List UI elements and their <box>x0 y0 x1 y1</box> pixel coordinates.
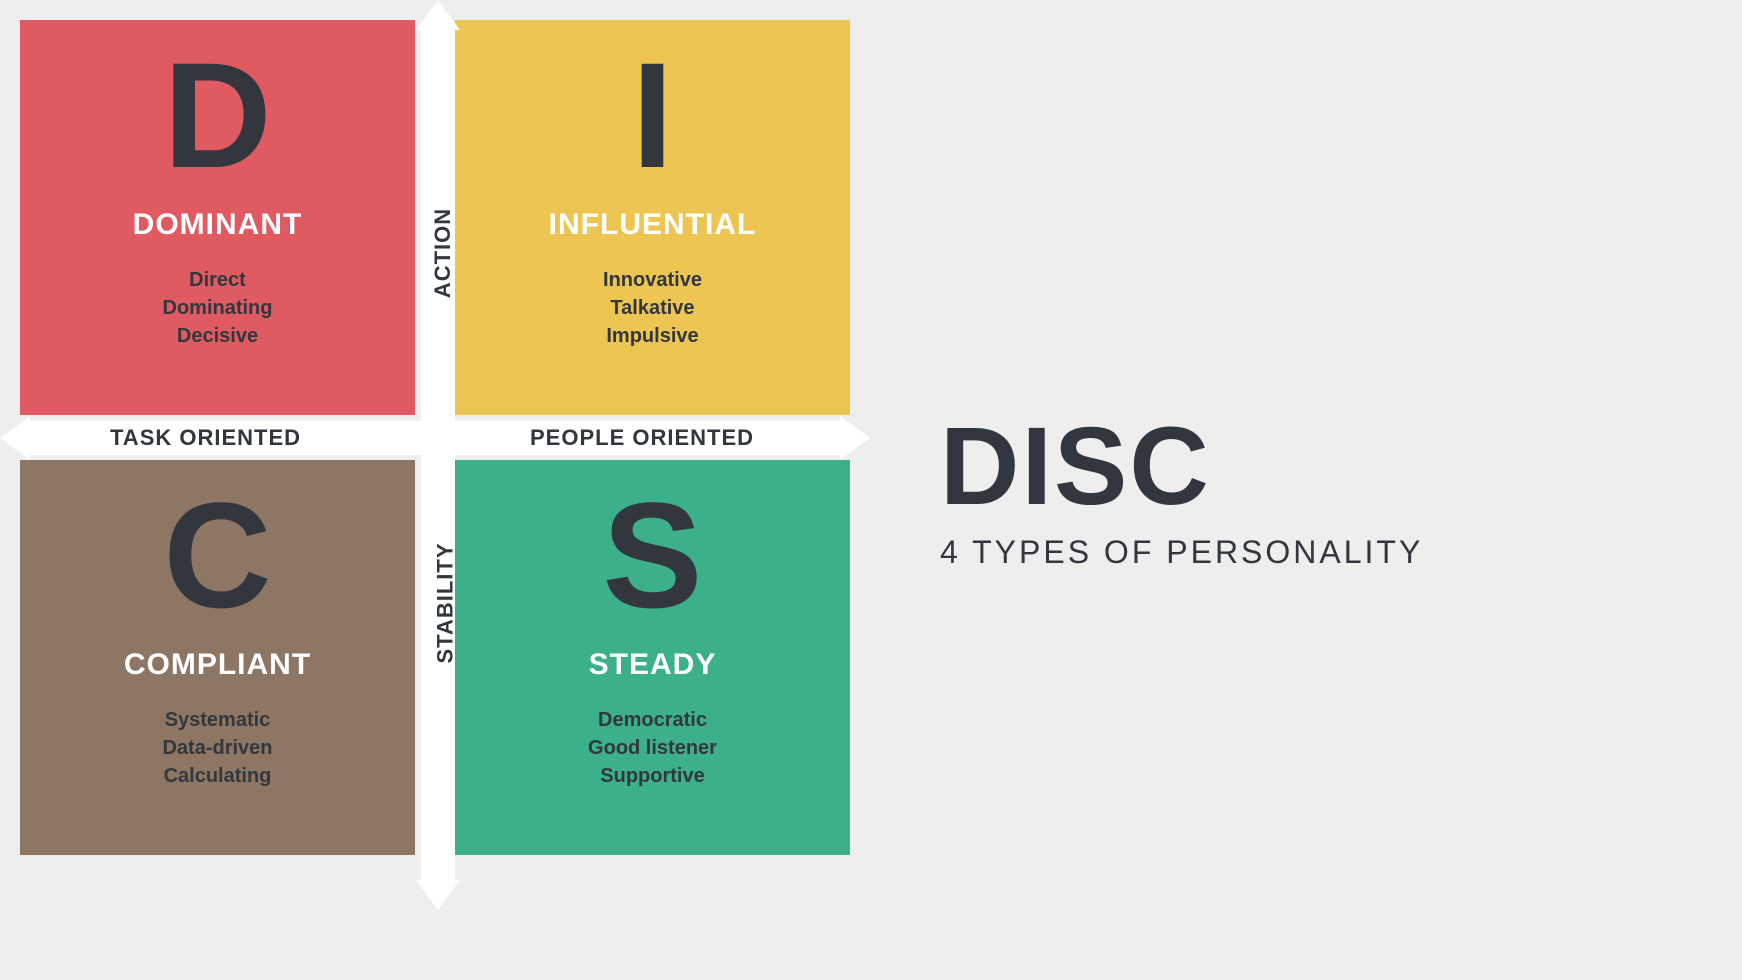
subtitle: 4 TYPES OF PERSONALITY <box>940 534 1742 571</box>
quadrant-traits: Direct Dominating Decisive <box>163 266 273 350</box>
quadrant-name: STEADY <box>589 648 717 682</box>
axis-label-right: PEOPLE ORIENTED <box>530 425 754 451</box>
trait: Innovative <box>603 266 702 294</box>
quadrant-letter: C <box>163 480 271 630</box>
arrow-up-icon <box>416 0 460 30</box>
trait: Decisive <box>163 322 273 350</box>
quadrant-letter: D <box>163 40 271 190</box>
trait: Supportive <box>588 762 717 790</box>
main-title: DISC <box>940 409 1742 525</box>
arrow-left-icon <box>0 416 30 460</box>
disc-quadrant-diagram: D DOMINANT Direct Dominating Decisive I … <box>0 0 870 980</box>
quadrant-letter: I <box>632 40 674 190</box>
trait: Direct <box>163 266 273 294</box>
axis-bar <box>421 30 455 880</box>
quadrant-traits: Innovative Talkative Impulsive <box>603 266 702 350</box>
trait: Impulsive <box>603 322 702 350</box>
arrow-down-icon <box>416 880 460 910</box>
trait: Good listener <box>588 734 717 762</box>
axis-label-top: ACTION <box>430 208 456 298</box>
quadrant-name: DOMINANT <box>133 208 303 242</box>
quadrant-name: COMPLIANT <box>124 648 311 682</box>
trait: Talkative <box>603 294 702 322</box>
quadrant-steady: S STEADY Democratic Good listener Suppor… <box>455 460 850 855</box>
trait: Data-driven <box>162 734 272 762</box>
trait: Democratic <box>588 706 717 734</box>
quadrant-traits: Systematic Data-driven Calculating <box>162 706 272 790</box>
trait: Systematic <box>162 706 272 734</box>
quadrant-dominant: D DOMINANT Direct Dominating Decisive <box>20 20 415 415</box>
quadrant-letter: S <box>602 480 702 630</box>
vertical-axis: ACTION STABILITY <box>418 0 458 910</box>
title-panel: DISC 4 TYPES OF PERSONALITY <box>870 0 1742 980</box>
arrow-right-icon <box>840 416 870 460</box>
trait: Dominating <box>163 294 273 322</box>
axis-label-bottom: STABILITY <box>433 542 459 663</box>
quadrant-compliant: C COMPLIANT Systematic Data-driven Calcu… <box>20 460 415 855</box>
quadrant-name: INFLUENTIAL <box>549 208 757 242</box>
quadrant-traits: Democratic Good listener Supportive <box>588 706 717 790</box>
axis-label-left: TASK ORIENTED <box>110 425 301 451</box>
trait: Calculating <box>162 762 272 790</box>
quadrant-influential: I INFLUENTIAL Innovative Talkative Impul… <box>455 20 850 415</box>
